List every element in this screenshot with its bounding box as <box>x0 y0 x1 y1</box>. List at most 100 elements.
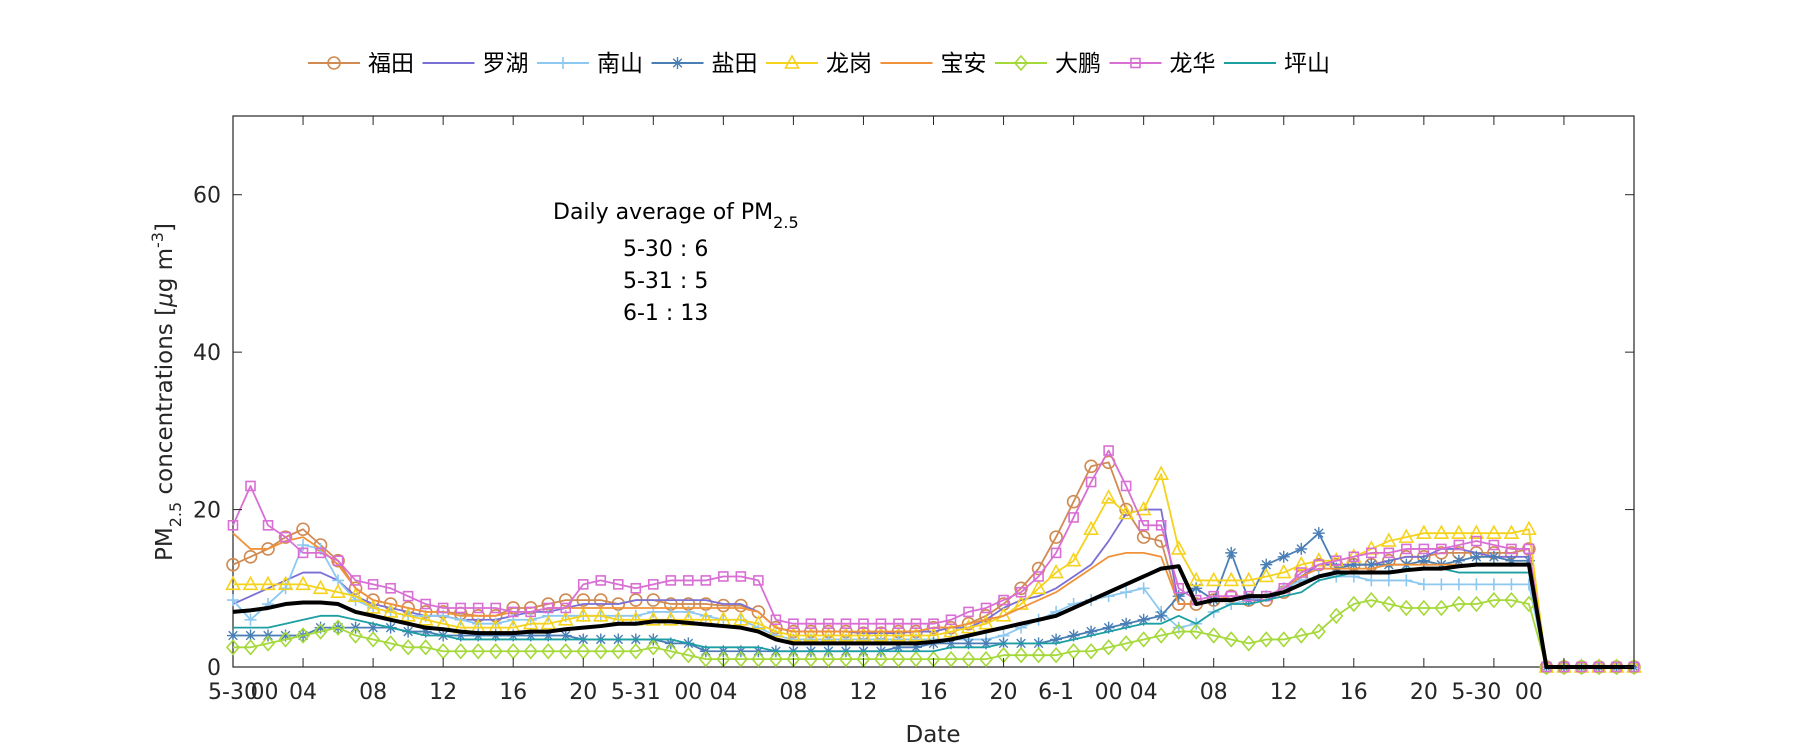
data-point <box>735 571 747 582</box>
data-point <box>908 626 924 642</box>
data-point <box>1452 554 1465 567</box>
data-point <box>998 594 1009 606</box>
data-point <box>768 650 783 668</box>
data-point <box>297 547 309 559</box>
data-point <box>1120 480 1132 492</box>
data-point <box>524 629 537 642</box>
data-point <box>1153 465 1170 480</box>
x-tick-label: 20 <box>569 680 597 705</box>
data-point <box>840 618 852 630</box>
data-point <box>1503 524 1520 539</box>
data-point <box>1365 574 1378 587</box>
data-point <box>1470 550 1483 563</box>
data-point <box>314 621 327 634</box>
data-point <box>873 626 889 642</box>
data-point <box>963 606 974 618</box>
data-point <box>1173 582 1184 594</box>
data-point <box>978 650 994 668</box>
data-point <box>260 575 276 591</box>
data-point <box>1031 646 1046 664</box>
data-point <box>1015 586 1027 598</box>
legend-item: 福田 <box>308 51 414 77</box>
data-point <box>348 627 363 644</box>
data-point <box>540 615 557 630</box>
data-point <box>943 622 959 638</box>
data-point <box>1068 512 1079 523</box>
data-point <box>1487 578 1500 591</box>
data-point <box>1102 621 1115 634</box>
y-tick-label: 60 <box>193 184 221 209</box>
data-point <box>1083 520 1099 536</box>
legend-item: 宝安 <box>880 51 987 77</box>
data-point <box>1504 591 1519 609</box>
data-point <box>595 575 607 586</box>
data-point <box>1172 590 1185 603</box>
legend: 福田 罗湖 南山 盐田 龙岗 宝安 大鹏 龙华 坪山 <box>308 51 1330 77</box>
data-point <box>244 629 257 642</box>
data-point <box>1013 54 1029 72</box>
data-point <box>327 56 341 70</box>
data-point <box>260 635 276 652</box>
data-point <box>1277 550 1290 563</box>
data-point <box>838 650 853 668</box>
data-point <box>1085 476 1097 488</box>
data-point <box>978 615 994 630</box>
data-point <box>1120 617 1133 630</box>
data-point <box>1452 578 1465 591</box>
data-point <box>1205 571 1222 587</box>
data-point <box>365 599 381 614</box>
data-point <box>1170 540 1187 555</box>
data-point <box>1435 578 1448 591</box>
data-point <box>1275 563 1292 579</box>
data-point <box>1416 599 1431 617</box>
data-point <box>1049 530 1063 544</box>
data-point <box>315 547 326 559</box>
data-point <box>1486 524 1502 539</box>
data-point <box>753 575 764 586</box>
data-point <box>1346 595 1361 613</box>
plot-frame <box>232 115 1635 668</box>
data-point <box>1223 571 1240 587</box>
data-point <box>295 575 311 591</box>
data-point <box>1313 559 1325 570</box>
data-point <box>1258 567 1275 583</box>
data-point <box>1418 543 1430 555</box>
series-layer <box>225 445 1642 676</box>
data-point <box>1154 627 1169 644</box>
data-point <box>823 618 834 630</box>
data-point <box>873 650 889 668</box>
data-point <box>1330 555 1342 567</box>
data-point <box>243 549 258 564</box>
data-point <box>279 629 292 642</box>
data-point <box>1521 520 1537 536</box>
data-point <box>893 618 904 630</box>
data-point <box>1523 543 1535 555</box>
x-tick-label: 12 <box>1270 680 1298 705</box>
data-point <box>1311 623 1326 640</box>
data-point <box>454 629 467 642</box>
data-point <box>1101 639 1116 656</box>
data-point <box>1119 635 1134 652</box>
legend-item: 罗湖 <box>422 51 529 77</box>
data-point <box>507 629 520 642</box>
data-point <box>542 629 555 642</box>
data-point <box>1451 595 1466 613</box>
data-point <box>1014 581 1028 596</box>
data-point <box>1381 595 1396 613</box>
data-point <box>1451 524 1467 539</box>
data-point <box>1295 567 1307 578</box>
data-point <box>1401 543 1412 555</box>
data-point <box>855 626 872 642</box>
legend-label: 龙华 <box>1170 51 1216 77</box>
data-point <box>1417 554 1430 567</box>
data-point <box>331 619 346 636</box>
data-point <box>1120 586 1133 599</box>
data-point <box>1130 57 1141 69</box>
data-point <box>296 522 310 537</box>
data-point <box>1486 591 1501 609</box>
series-line <box>232 449 1634 668</box>
data-point <box>751 650 766 668</box>
y-tick-label: 40 <box>193 341 221 366</box>
data-point <box>890 626 907 642</box>
